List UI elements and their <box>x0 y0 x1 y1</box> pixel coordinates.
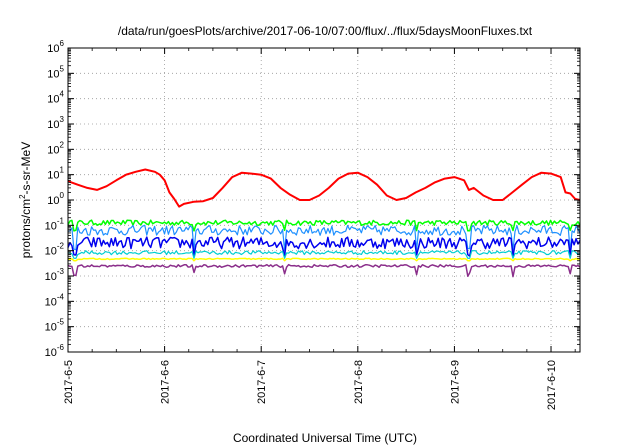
x-tick-label: 2017-6-9 <box>449 360 461 404</box>
y-tick-exponent: -2 <box>57 242 65 251</box>
y-tick-base: 10 <box>47 170 59 182</box>
x-axis-label: Coordinated Universal Time (UTC) <box>233 431 417 445</box>
y-tick-exponent: 3 <box>60 115 65 124</box>
series-line-2 <box>67 219 581 232</box>
y-tick-base: 10 <box>47 68 59 80</box>
y-tick-base: 10 <box>45 271 57 283</box>
y-tick-base: 10 <box>45 322 57 334</box>
x-tick-label: 2017-6-8 <box>353 360 365 404</box>
x-tick-label: 2017-6-10 <box>546 360 558 410</box>
y-tick-base: 10 <box>47 144 59 156</box>
y-tick-base: 10 <box>47 94 59 106</box>
y-tick-base: 10 <box>45 220 57 232</box>
y-tick-exponent: 4 <box>60 90 65 99</box>
y-axis-label-suffix: -s-sr-MeV <box>19 142 33 195</box>
y-tick-exponent: -3 <box>57 267 65 276</box>
y-axis-ticks: 10610510410310210110010-110-210-310-410-… <box>45 39 580 359</box>
y-tick-label: 106 <box>47 39 64 55</box>
x-tick-label: 2017-6-7 <box>256 360 268 404</box>
y-axis-label-sup: 2 <box>18 194 27 199</box>
y-tick-label: 104 <box>47 90 64 106</box>
y-tick-base: 10 <box>47 43 59 55</box>
y-tick-exponent: 1 <box>60 166 65 175</box>
y-tick-exponent: 6 <box>60 39 65 48</box>
y-tick-base: 10 <box>45 347 57 359</box>
y-tick-base: 10 <box>45 296 57 308</box>
grid-lines <box>68 48 580 352</box>
series-line-5 <box>67 250 581 259</box>
y-tick-exponent: -6 <box>57 343 65 352</box>
y-tick-exponent: 5 <box>60 64 65 73</box>
y-tick-label: 10-6 <box>45 343 65 359</box>
y-axis-label-prefix: protons/cm <box>19 199 33 258</box>
y-tick-label: 103 <box>47 115 64 131</box>
data-series <box>67 168 581 278</box>
series-line-3 <box>67 224 581 252</box>
y-tick-label: 10-1 <box>45 216 65 232</box>
y-tick-base: 10 <box>45 246 57 258</box>
y-tick-label: 10-5 <box>45 318 65 334</box>
y-tick-exponent: 0 <box>60 191 65 200</box>
y-tick-label: 10-2 <box>45 242 65 258</box>
series-line-7 <box>67 263 581 278</box>
y-tick-label: 105 <box>47 64 64 80</box>
y-tick-base: 10 <box>47 195 59 207</box>
y-tick-exponent: -1 <box>57 216 65 225</box>
series-line-1 <box>67 168 581 208</box>
y-axis-label: protons/cm2-s-sr-MeV <box>18 142 33 258</box>
y-tick-exponent: 2 <box>60 140 65 149</box>
y-tick-exponent: -4 <box>57 292 65 301</box>
y-tick-label: 10-4 <box>45 292 65 308</box>
x-tick-label: 2017-6-5 <box>63 360 75 404</box>
y-tick-exponent: -5 <box>57 318 65 327</box>
y-tick-base: 10 <box>47 119 59 131</box>
y-tick-label: 10-3 <box>45 267 65 283</box>
chart-title: /data/run/goesPlots/archive/2017-06-10/0… <box>118 24 533 38</box>
series-line-6 <box>67 257 581 262</box>
y-tick-label: 102 <box>47 140 64 156</box>
series-line-4 <box>67 236 581 257</box>
y-tick-label: 100 <box>47 191 64 207</box>
y-tick-label: 101 <box>47 166 64 182</box>
x-axis-ticks: 2017-6-5 2017-6-6 2017-6-7 2017-6-8 2017-6-9… <box>63 48 576 410</box>
x-tick-label: 2017-6-6 <box>160 360 172 404</box>
